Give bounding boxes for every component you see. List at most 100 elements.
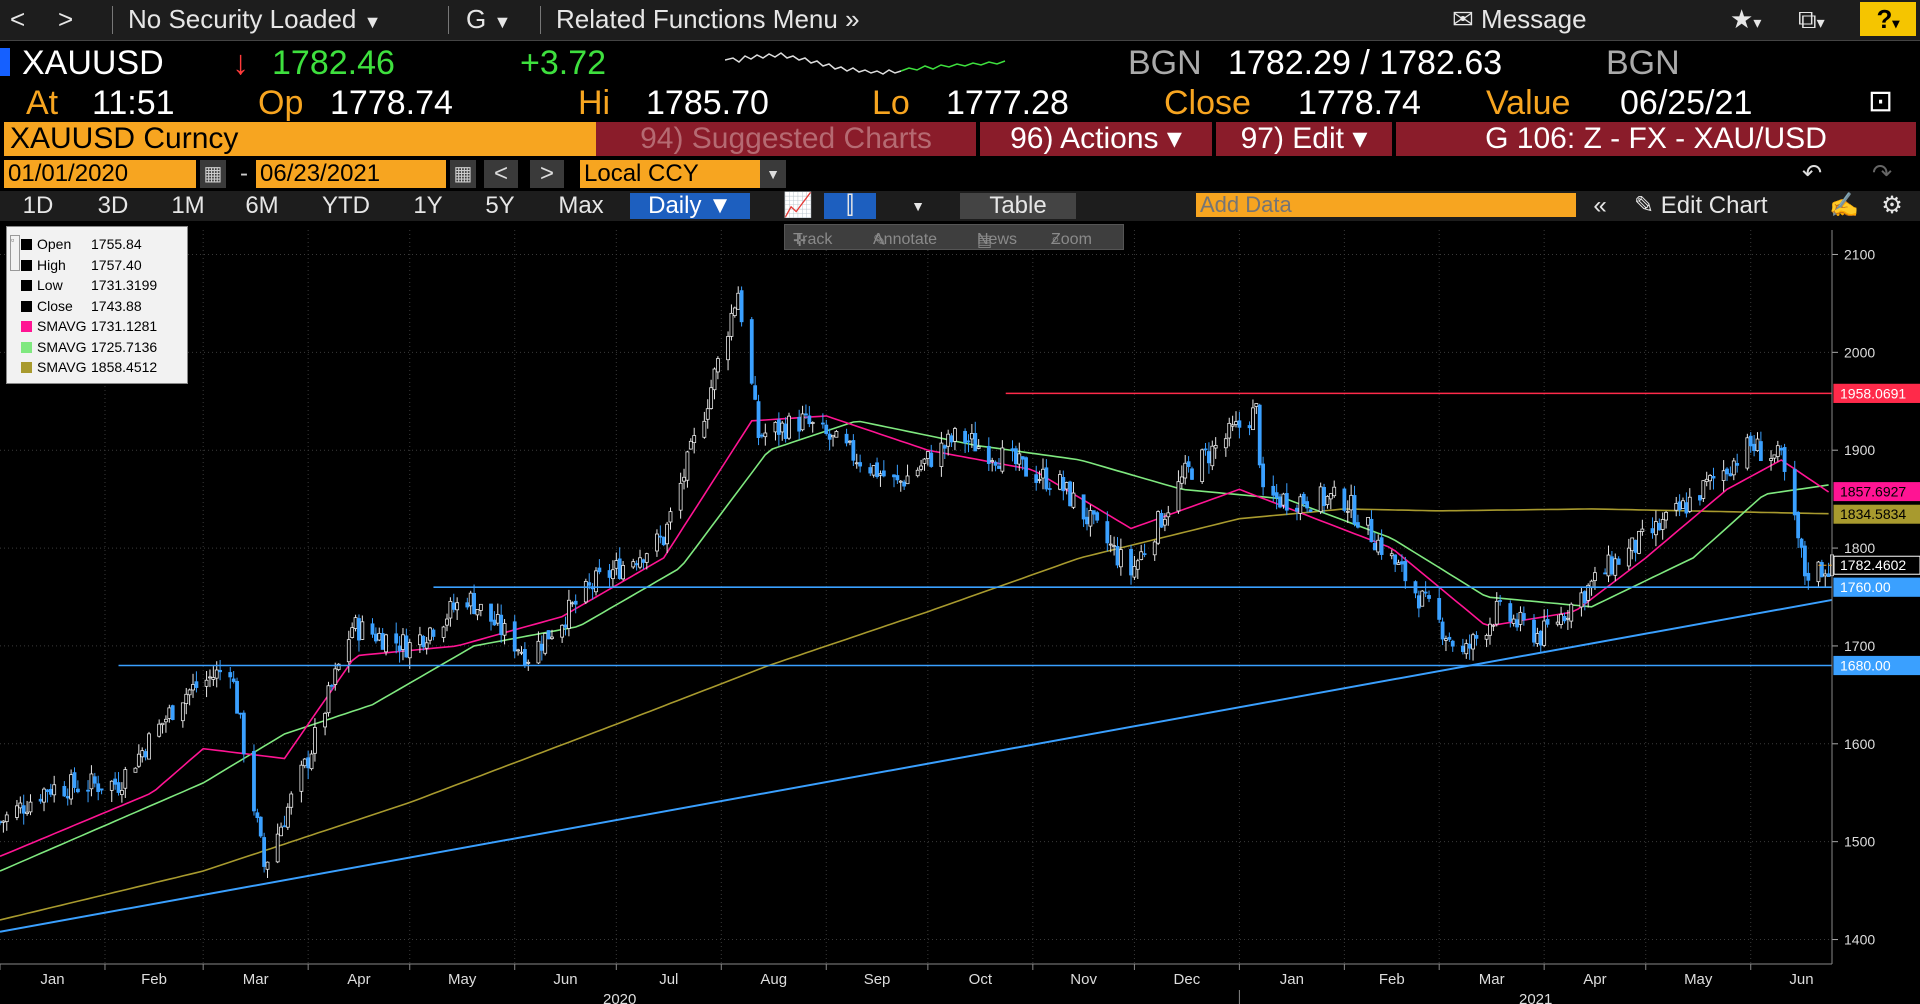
draw-icon[interactable]: ✍ bbox=[1829, 192, 1859, 219]
edit-chart-button[interactable]: ✎ Edit Chart bbox=[1634, 193, 1804, 219]
range-5y[interactable]: 5Y bbox=[485, 192, 515, 219]
candle-body bbox=[1826, 573, 1831, 577]
candle-body bbox=[1369, 518, 1374, 543]
candle-body bbox=[1295, 507, 1299, 512]
candlestick-icon[interactable]: ⫿ bbox=[824, 193, 876, 219]
security-selector[interactable]: No Security Loaded ▼ bbox=[128, 4, 381, 35]
back-button[interactable]: < bbox=[10, 4, 26, 34]
legend-collapse-icon[interactable]: ▫ bbox=[10, 235, 20, 271]
candle-body bbox=[658, 535, 663, 538]
magnifier-icon: ⌕ bbox=[1051, 231, 1060, 248]
candle-body bbox=[191, 684, 195, 691]
legend-series-value: 1731.1281 bbox=[91, 318, 158, 334]
candle-body bbox=[1775, 445, 1780, 457]
plot-background bbox=[0, 230, 1832, 964]
candle-body bbox=[275, 833, 280, 863]
candle-body bbox=[1162, 518, 1167, 526]
candle-body bbox=[797, 416, 802, 432]
candle-body bbox=[1769, 458, 1773, 461]
message-button[interactable]: ✉ Message bbox=[1452, 4, 1587, 35]
range-3d[interactable]: 3D bbox=[97, 192, 129, 219]
at-label: At bbox=[26, 84, 59, 122]
candle-body bbox=[1379, 537, 1384, 555]
candle-body bbox=[1061, 477, 1066, 492]
candle-body bbox=[820, 422, 825, 425]
candle-body bbox=[1261, 463, 1265, 488]
candle-body bbox=[641, 559, 646, 563]
candle-body bbox=[424, 642, 429, 649]
g-selector[interactable]: G ▼ bbox=[466, 4, 511, 35]
gear-icon[interactable]: ⚙ bbox=[1881, 192, 1903, 219]
candle-body bbox=[1176, 481, 1181, 512]
chevron-right-icon[interactable]: > bbox=[530, 160, 564, 188]
candle-body bbox=[621, 565, 625, 580]
actions-menu[interactable]: 96) Actions ▾ bbox=[980, 122, 1212, 156]
candle-body bbox=[617, 558, 622, 579]
collapse-icon[interactable]: « bbox=[1593, 192, 1607, 219]
candle-body bbox=[255, 812, 260, 819]
security-name-field[interactable]: XAUUSD Curncy bbox=[4, 122, 598, 156]
legend-series-value: 1725.7136 bbox=[91, 338, 158, 355]
candle-body bbox=[346, 639, 351, 663]
calendar-icon[interactable]: ▦ bbox=[200, 160, 226, 188]
candle-body bbox=[42, 788, 46, 803]
end-date-input[interactable]: 06/23/2021 bbox=[256, 160, 446, 188]
chevron-down-icon[interactable]: ▼ bbox=[911, 198, 925, 214]
favorites-button[interactable]: ★▾ bbox=[1730, 4, 1761, 35]
range-6m[interactable]: 6M bbox=[245, 192, 279, 219]
forward-button[interactable]: > bbox=[58, 4, 74, 34]
candle-body bbox=[289, 793, 294, 808]
period-select[interactable]: Daily ▼ bbox=[630, 193, 750, 219]
candle-body bbox=[827, 433, 832, 440]
candle-body bbox=[421, 635, 426, 648]
candle-body bbox=[353, 617, 358, 629]
suggested-charts-button[interactable]: 94) Suggested Charts bbox=[596, 122, 976, 156]
candle-body bbox=[760, 434, 764, 437]
legend-series-value: 1743.88 bbox=[91, 297, 142, 314]
open-value: 1778.74 bbox=[330, 84, 453, 122]
candle-body bbox=[705, 408, 710, 420]
candle-body bbox=[543, 633, 548, 654]
value-date-label: Value bbox=[1486, 84, 1571, 122]
candle-body bbox=[594, 570, 598, 593]
table-button[interactable]: Table bbox=[960, 193, 1076, 219]
candle-body bbox=[1318, 486, 1323, 512]
chevron-down-icon: ▾ bbox=[1816, 15, 1825, 32]
edit-menu[interactable]: 97) Edit ▾ bbox=[1216, 122, 1392, 156]
candle-body bbox=[516, 649, 521, 652]
chevron-left-icon[interactable]: < bbox=[484, 160, 518, 188]
line-chart-icon[interactable]: 📈 bbox=[783, 192, 813, 219]
candle-body bbox=[360, 621, 365, 640]
candle-body bbox=[89, 773, 94, 790]
chevron-down-icon[interactable]: ▼ bbox=[760, 160, 786, 188]
range-1d[interactable]: 1D bbox=[22, 192, 54, 219]
price-chart[interactable]: 1958.0691 1760.00 1680.00 1400 1500 1600 1700… bbox=[0, 222, 1920, 1004]
range-max[interactable]: Max bbox=[558, 192, 604, 219]
legend-swatch bbox=[21, 300, 32, 312]
candle-body bbox=[1471, 634, 1475, 650]
add-data-input[interactable] bbox=[1196, 193, 1576, 217]
redo-icon[interactable]: ↷ bbox=[1871, 160, 1893, 187]
chart-settings-icon[interactable]: ⊡ bbox=[1868, 85, 1894, 118]
calendar-icon[interactable]: ▦ bbox=[450, 160, 476, 188]
candle-body bbox=[1251, 407, 1255, 431]
currency-select[interactable]: Local CCY bbox=[580, 160, 760, 188]
start-date-input[interactable]: 01/01/2020 bbox=[4, 160, 196, 188]
candle-body bbox=[1156, 511, 1161, 544]
candle-body bbox=[478, 603, 483, 611]
window-button[interactable]: ⧉▾ bbox=[1798, 4, 1825, 36]
security-label: No Security Loaded bbox=[128, 4, 357, 34]
range-1m[interactable]: 1M bbox=[171, 192, 205, 219]
high-label: Hi bbox=[578, 84, 611, 122]
help-button[interactable]: ?▾ bbox=[1860, 2, 1916, 36]
related-functions-menu[interactable]: Related Functions Menu » bbox=[556, 4, 860, 35]
candle-body bbox=[204, 679, 209, 687]
range-ytd[interactable]: YTD bbox=[322, 192, 370, 219]
undo-icon[interactable]: ↶ bbox=[1801, 160, 1823, 187]
legend-series-name: SMAVG bbox=[37, 359, 87, 375]
range-1y[interactable]: 1Y bbox=[413, 192, 443, 219]
candle-body bbox=[973, 432, 978, 452]
candle-body bbox=[807, 415, 812, 425]
candle-body bbox=[133, 767, 138, 773]
candle-body bbox=[431, 629, 436, 637]
